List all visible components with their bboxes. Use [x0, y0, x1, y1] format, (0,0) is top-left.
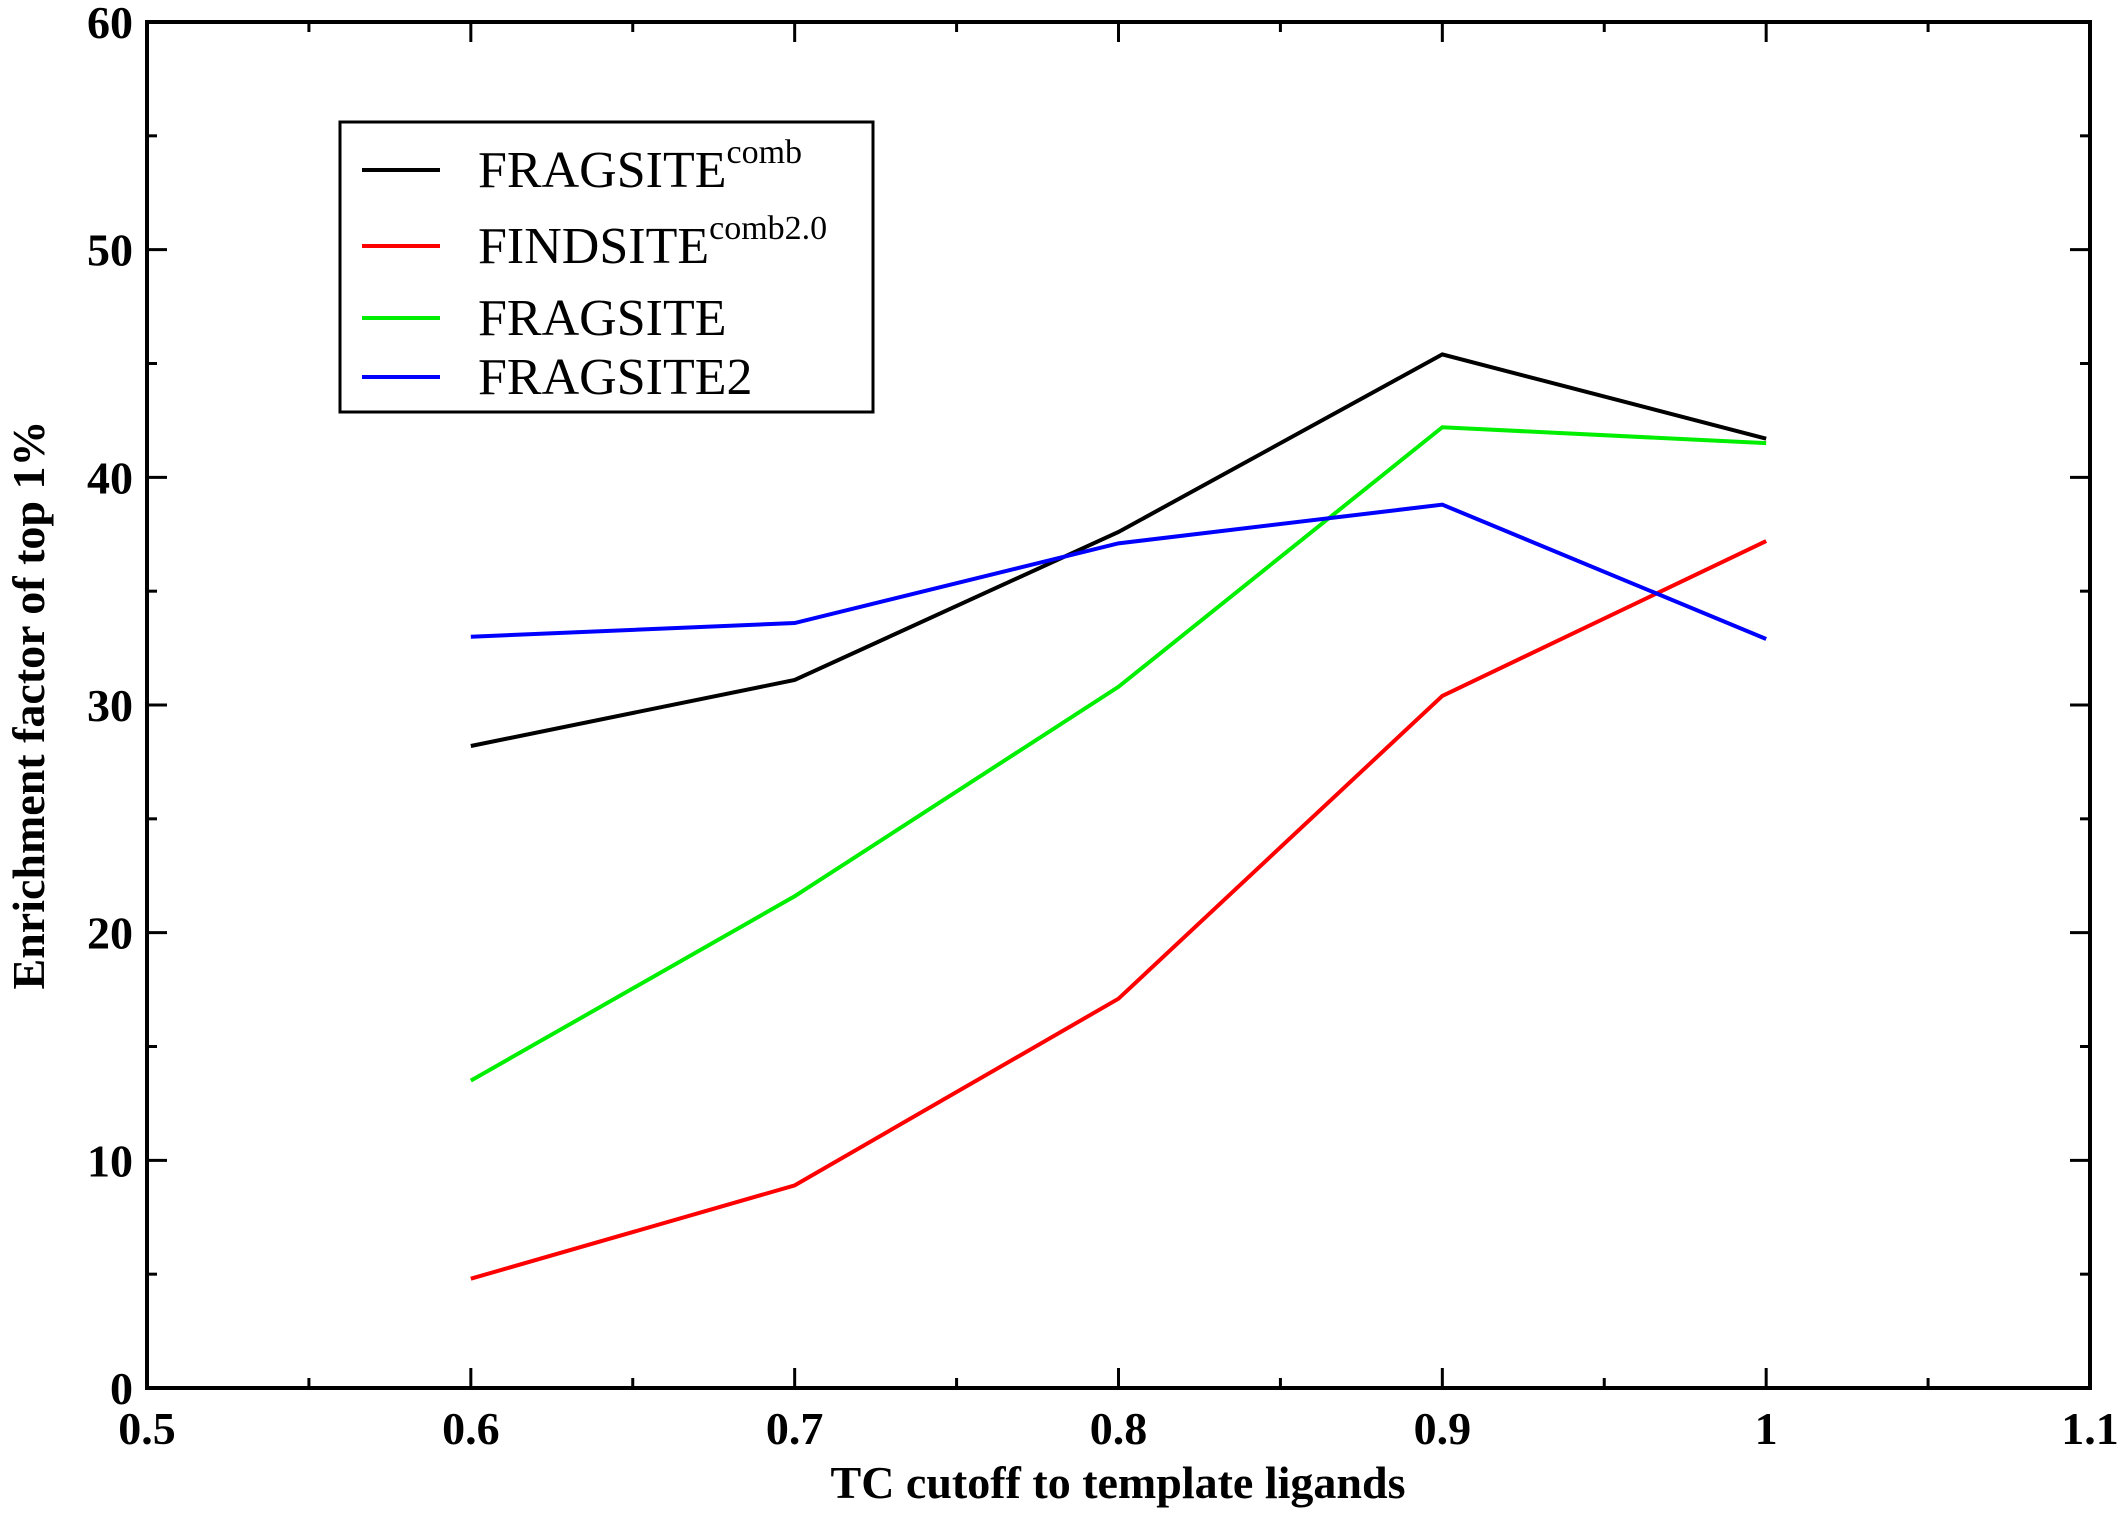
x-axis-title: TC cutoff to template ligands [831, 1457, 1406, 1508]
x-tick-label: 0.5 [118, 1403, 176, 1454]
x-tick-label: 1 [1755, 1403, 1778, 1454]
legend: FRAGSITEcombFINDSITEcomb2.0FRAGSITEFRAGS… [338, 120, 875, 414]
y-tick-label: 20 [87, 908, 133, 959]
x-tick-label: 0.7 [766, 1403, 824, 1454]
legend-superscript: comb [726, 134, 802, 171]
legend-label: FRAGSITE2 [478, 349, 752, 406]
y-tick-label: 40 [87, 452, 133, 503]
y-tick-label: 0 [110, 1363, 133, 1414]
legend-label: FRAGSITEcomb [478, 134, 802, 199]
series-line-4 [470, 502, 1767, 641]
series-line-1 [470, 352, 1767, 748]
series-line-2 [470, 539, 1768, 1281]
x-tick-label: 0.8 [1090, 1403, 1148, 1454]
y-tick-label: 10 [87, 1135, 133, 1186]
x-tick-label: 0.6 [442, 1403, 500, 1454]
x-tick-label: 1.1 [2061, 1403, 2119, 1454]
axis-ticks: 0.5 0.6 0.7 0.8 0.9 1 1.1 0 10 20 30 40 50 60 [87, 0, 2119, 1454]
y-tick-label: 30 [87, 680, 133, 731]
series-lines [469, 352, 1768, 1281]
y-axis-title: Enrichment factor of top 1% [3, 421, 54, 990]
legend-superscript: comb2.0 [709, 210, 827, 247]
x-tick-label: 0.9 [1414, 1403, 1472, 1454]
y-tick-label: 60 [87, 0, 133, 48]
legend-label: FRAGSITE [478, 290, 726, 347]
series-line-3 [469, 425, 1767, 1083]
y-tick-label: 50 [87, 225, 133, 276]
